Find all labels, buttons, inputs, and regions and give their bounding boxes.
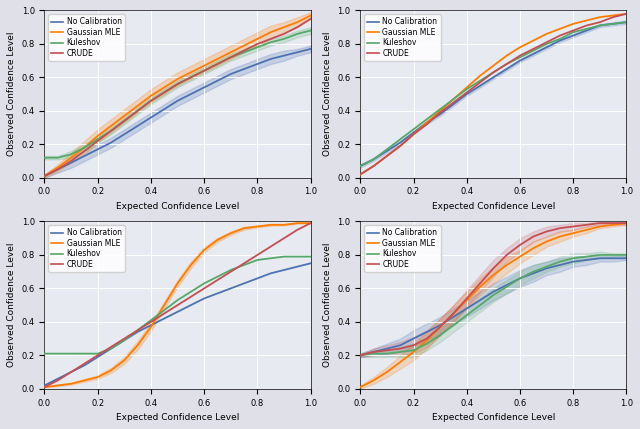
- X-axis label: Expected Confidence Level: Expected Confidence Level: [116, 202, 239, 211]
- Y-axis label: Observed Confidence Level: Observed Confidence Level: [7, 243, 16, 367]
- Legend: No Calibration, Gaussian MLE, Kuleshov, CRUDE: No Calibration, Gaussian MLE, Kuleshov, …: [48, 14, 125, 61]
- Legend: No Calibration, Gaussian MLE, Kuleshov, CRUDE: No Calibration, Gaussian MLE, Kuleshov, …: [48, 225, 125, 272]
- X-axis label: Expected Confidence Level: Expected Confidence Level: [432, 413, 555, 422]
- Y-axis label: Observed Confidence Level: Observed Confidence Level: [323, 32, 332, 156]
- Legend: No Calibration, Gaussian MLE, Kuleshov, CRUDE: No Calibration, Gaussian MLE, Kuleshov, …: [364, 225, 440, 272]
- Y-axis label: Observed Confidence Level: Observed Confidence Level: [323, 243, 332, 367]
- X-axis label: Expected Confidence Level: Expected Confidence Level: [432, 202, 555, 211]
- X-axis label: Expected Confidence Level: Expected Confidence Level: [116, 413, 239, 422]
- Y-axis label: Observed Confidence Level: Observed Confidence Level: [7, 32, 16, 156]
- Legend: No Calibration, Gaussian MLE, Kuleshov, CRUDE: No Calibration, Gaussian MLE, Kuleshov, …: [364, 14, 440, 61]
